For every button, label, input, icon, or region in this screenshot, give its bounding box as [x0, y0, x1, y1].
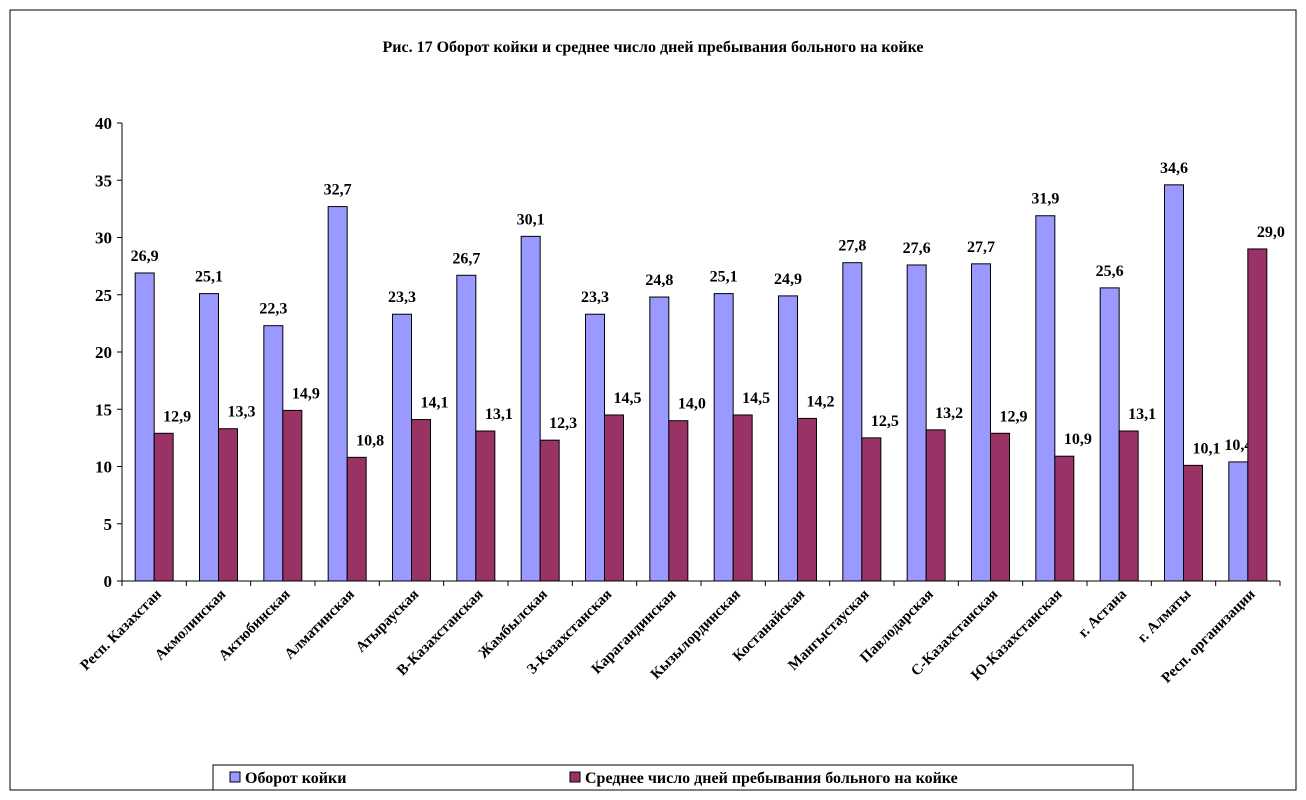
value-label: 14,0 — [678, 396, 706, 413]
bar — [797, 417, 817, 582]
value-label: 34,6 — [1160, 160, 1188, 177]
bar — [392, 313, 412, 582]
y-tick-label: 5 — [104, 515, 113, 534]
value-label: 14,2 — [807, 393, 835, 410]
bar — [520, 235, 541, 582]
legend-label: Среднее число дней пребывания больного н… — [585, 770, 958, 787]
value-label: 12,9 — [163, 408, 191, 425]
y-tick-label: 25 — [95, 286, 112, 305]
legend-box — [212, 764, 1134, 791]
bar — [990, 432, 1010, 582]
value-label: 13,3 — [228, 404, 256, 421]
value-label: 13,2 — [935, 405, 963, 422]
bar — [713, 293, 734, 582]
legend-swatch — [229, 771, 241, 783]
bar — [134, 272, 155, 582]
y-tick-label: 20 — [95, 343, 112, 362]
bar — [346, 456, 367, 582]
value-label: 32,7 — [324, 182, 352, 199]
value-label: 12,9 — [1000, 408, 1028, 425]
value-label: 27,6 — [903, 240, 931, 257]
bar — [732, 414, 753, 582]
bar — [153, 432, 174, 582]
value-label: 14,9 — [292, 385, 320, 402]
legend-swatch — [569, 771, 581, 783]
value-label: 23,3 — [388, 289, 416, 306]
value-label: 14,1 — [421, 395, 449, 412]
bar — [1228, 461, 1249, 582]
bar — [649, 296, 670, 582]
bar — [475, 430, 496, 582]
value-label: 10,9 — [1064, 431, 1092, 448]
value-label: 23,3 — [581, 289, 609, 306]
y-tick-label: 15 — [95, 400, 112, 419]
bar — [1164, 184, 1184, 582]
bar — [199, 293, 219, 582]
bar — [411, 419, 431, 582]
value-label: 26,7 — [452, 250, 480, 267]
bar — [971, 263, 991, 582]
y-tick-label: 30 — [95, 229, 112, 248]
chart-title: Рис. 17 Оборот койки и среднее число дне… — [382, 39, 923, 56]
bar — [842, 262, 863, 582]
bar — [1183, 464, 1203, 582]
value-label: 30,1 — [517, 211, 545, 228]
bar — [218, 428, 238, 582]
bar — [906, 264, 927, 582]
value-label: 10,8 — [356, 432, 384, 449]
bar — [925, 429, 946, 582]
bar — [1099, 287, 1120, 582]
bar — [539, 439, 560, 582]
value-label: 24,8 — [645, 272, 673, 289]
value-label: 27,7 — [967, 239, 995, 256]
bar — [668, 420, 689, 582]
value-label: 26,9 — [131, 248, 159, 265]
value-label: 10,4 — [1224, 437, 1252, 454]
bar — [282, 409, 303, 582]
y-tick-label: 10 — [95, 458, 112, 477]
value-label: 24,9 — [774, 271, 802, 288]
value-label: 13,1 — [1128, 406, 1156, 423]
y-tick-label: 0 — [104, 572, 113, 591]
legend-label: Оборот койки — [245, 770, 346, 787]
value-label: 29,0 — [1257, 224, 1285, 241]
value-label: 25,1 — [710, 269, 738, 286]
value-label: 12,5 — [871, 413, 899, 430]
value-label: 14,5 — [614, 390, 642, 407]
bar — [1118, 430, 1139, 582]
value-label: 10,1 — [1193, 440, 1221, 457]
bar — [327, 206, 348, 582]
value-label: 25,1 — [195, 269, 223, 286]
value-label: 25,6 — [1096, 263, 1124, 280]
bar — [1054, 455, 1075, 582]
value-label: 13,1 — [485, 406, 513, 423]
y-tick-label: 35 — [95, 171, 112, 190]
value-label: 22,3 — [259, 301, 287, 318]
bar — [604, 414, 624, 582]
bar — [456, 274, 477, 582]
bar — [1247, 248, 1268, 582]
value-label: 31,9 — [1031, 191, 1059, 208]
bar — [778, 295, 798, 582]
value-label: 12,3 — [549, 415, 577, 432]
y-tick-label: 40 — [95, 114, 112, 133]
value-label: 27,8 — [838, 238, 866, 255]
bar — [585, 313, 605, 582]
bar — [263, 325, 284, 582]
bar — [1035, 215, 1056, 582]
bar — [861, 437, 882, 582]
value-label: 14,5 — [742, 390, 770, 407]
